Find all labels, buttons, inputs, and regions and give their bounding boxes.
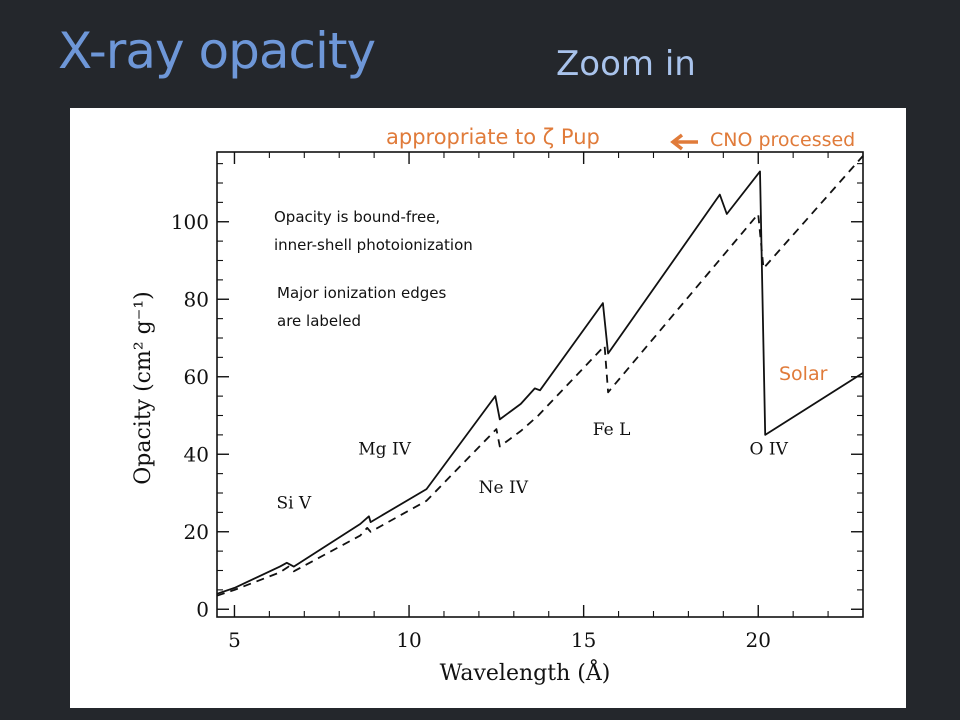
y-axis-label: Opacity (cm² g⁻¹) <box>131 291 156 485</box>
note-line-2: inner-shell photoionization <box>274 236 473 254</box>
edge-label-ne-iv: Ne IV <box>479 478 529 498</box>
series-solid-line <box>216 170 864 595</box>
arrow-left-icon <box>670 133 698 151</box>
y-tick-label-40: 40 <box>184 442 209 466</box>
x-tick-label-15: 15 <box>571 628 596 652</box>
x-tick-label-5: 5 <box>228 628 241 652</box>
x-tick-label-10: 10 <box>396 628 421 652</box>
note-line-4: are labeled <box>277 312 361 330</box>
slide-subtitle: Zoom in <box>556 44 696 84</box>
note-line-1: Opacity is bound-free, <box>274 208 440 226</box>
x-tick-label-20: 20 <box>746 628 771 652</box>
edge-label-mg-iv: Mg IV <box>358 439 411 459</box>
opacity-chart: 5 10 15 20 0 20 40 60 80 100 Si V Mg IV Ne IV Fe L O … <box>131 125 864 686</box>
annotation-appropriate: appropriate to ζ Pup <box>386 125 600 149</box>
y-tick-label-100: 100 <box>171 210 209 234</box>
y-tick-label-80: 80 <box>184 287 209 311</box>
y-tick-label-0: 0 <box>196 597 209 621</box>
slide-title: X-ray opacity <box>58 22 376 80</box>
y-tick-label-20: 20 <box>184 520 209 544</box>
annotation-cno: CNO processed <box>710 129 855 151</box>
x-axis-label: Wavelength (Å) <box>440 658 611 686</box>
annotation-solar: Solar <box>779 363 828 385</box>
edge-label-fe-l: Fe L <box>593 420 631 440</box>
plot-frame <box>216 151 864 618</box>
edge-label-o-iv: O IV <box>750 439 789 459</box>
y-tick-label-60: 60 <box>184 365 209 389</box>
note-line-3: Major ionization edges <box>277 284 446 302</box>
edge-label-si-v: Si V <box>276 494 311 514</box>
chart-panel: 5 10 15 20 0 20 40 60 80 100 Si V Mg IV Ne IV Fe L O … <box>70 108 906 708</box>
series-dashed-line <box>216 155 864 597</box>
